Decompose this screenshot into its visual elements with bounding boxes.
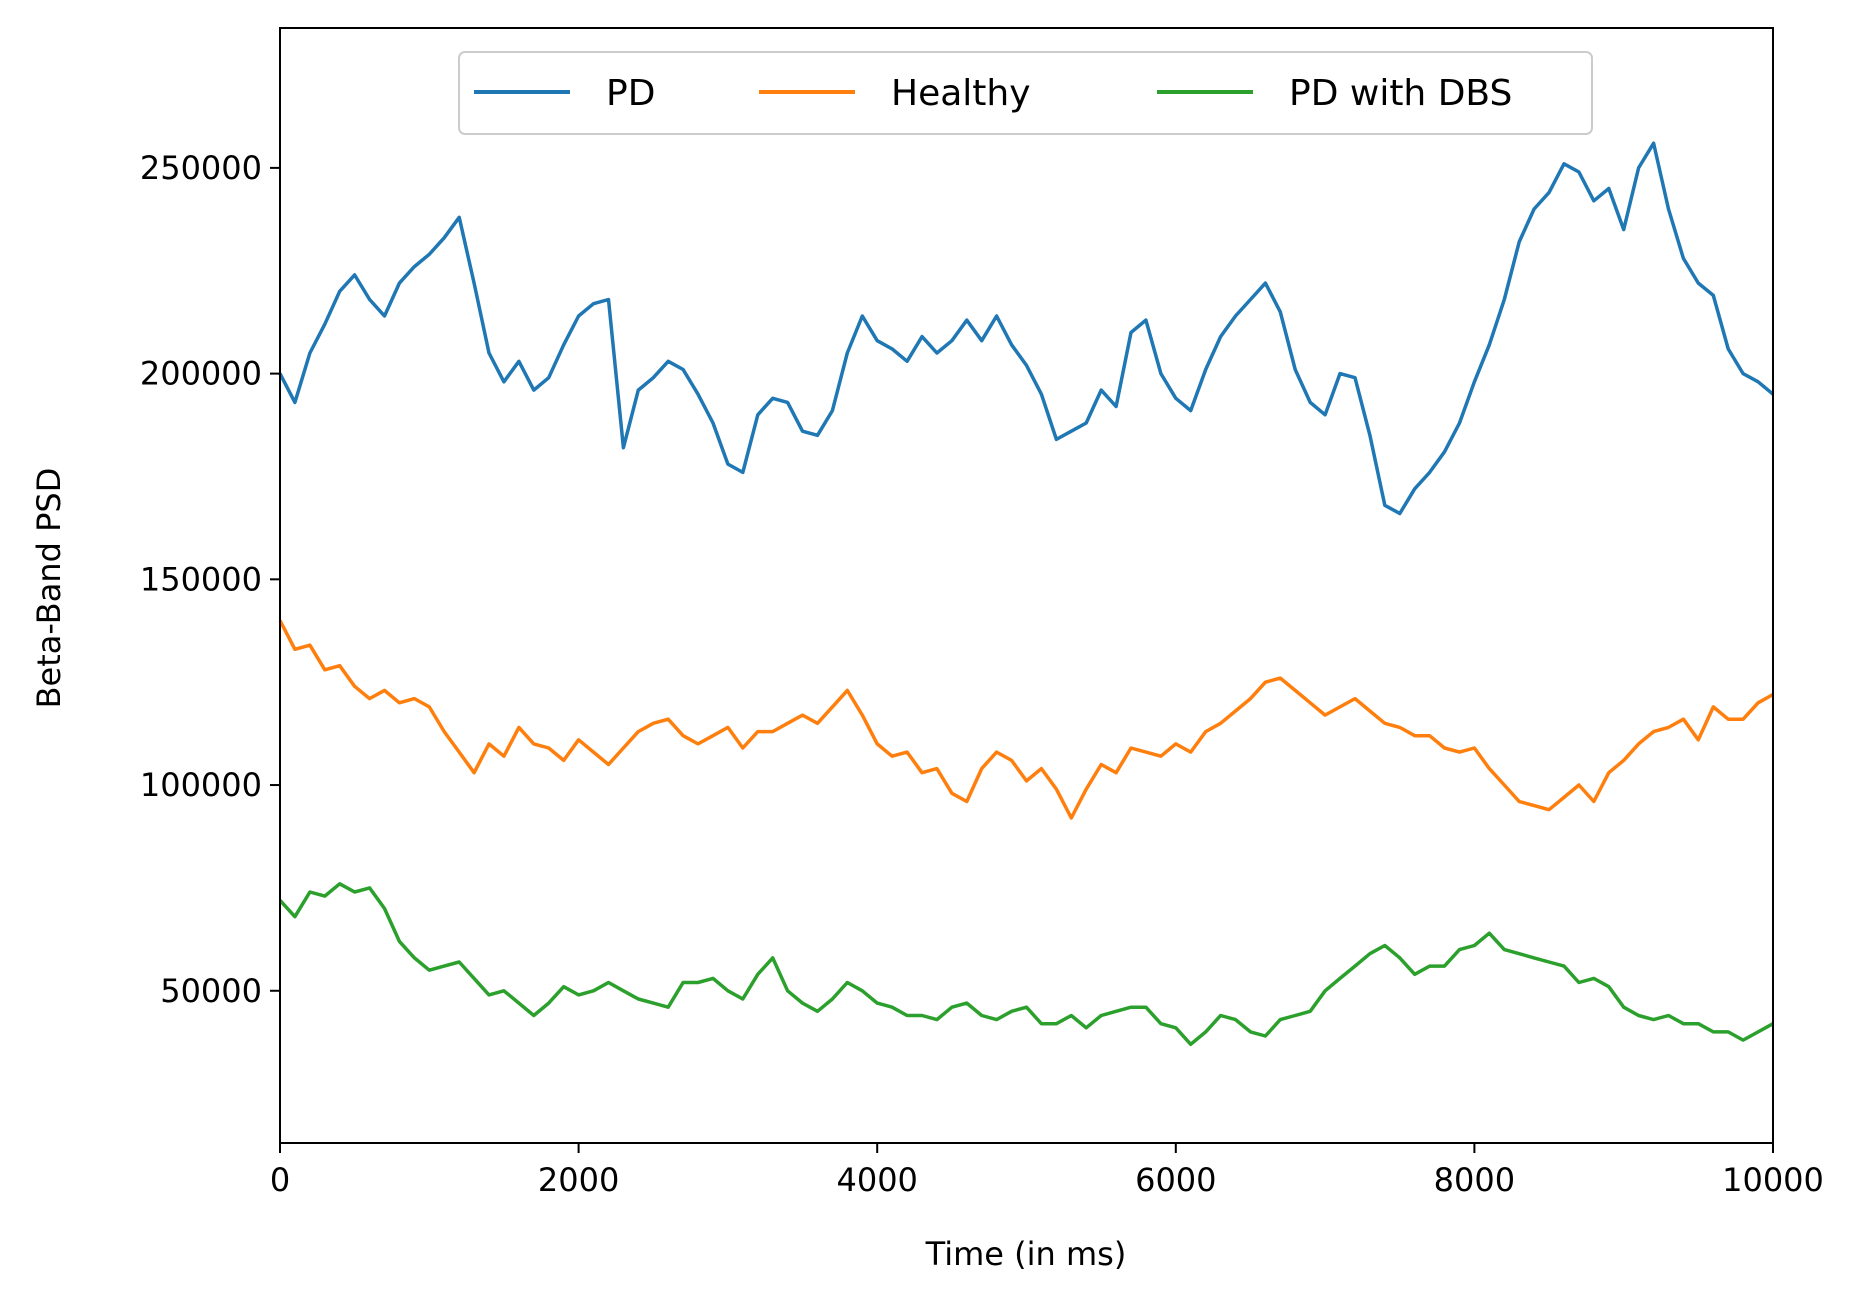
x-tick-label: 10000: [1722, 1161, 1824, 1199]
legend-box: [458, 51, 1593, 135]
legend-label-pd: PD: [606, 73, 655, 114]
y-tick-label: 50000: [160, 972, 262, 1010]
x-tick-label: 2000: [538, 1161, 619, 1199]
series-line-pd: [278, 141, 1775, 516]
y-tick-label: 250000: [140, 149, 262, 187]
series-line-pd-with-dbs: [278, 882, 1774, 1047]
x-tick-label: 4000: [836, 1161, 917, 1199]
x-tick-label: 8000: [1434, 1161, 1515, 1199]
legend-label-healthy: Healthy: [891, 73, 1031, 114]
y-axis: 50000 100000 150000 200000 250000: [140, 149, 280, 1010]
x-axis-label: Time (in ms): [925, 1235, 1127, 1273]
x-tick-label: 6000: [1135, 1161, 1216, 1199]
y-tick-label: 200000: [140, 355, 262, 393]
series-line-healthy: [278, 619, 1774, 820]
legend-label-pd-with-dbs: PD with DBS: [1289, 73, 1512, 114]
plot-series-group: [278, 141, 1775, 1047]
y-axis-label: Beta-Band PSD: [30, 468, 68, 709]
y-tick-label: 100000: [140, 766, 262, 804]
legend: PD Healthy PD with DBS: [458, 51, 1593, 135]
x-tick-label: 0: [270, 1161, 290, 1199]
plot-frame: [279, 27, 1774, 1144]
y-tick-label: 150000: [140, 560, 262, 598]
x-axis: 0 2000 4000 6000 8000 10000: [270, 1143, 1824, 1199]
